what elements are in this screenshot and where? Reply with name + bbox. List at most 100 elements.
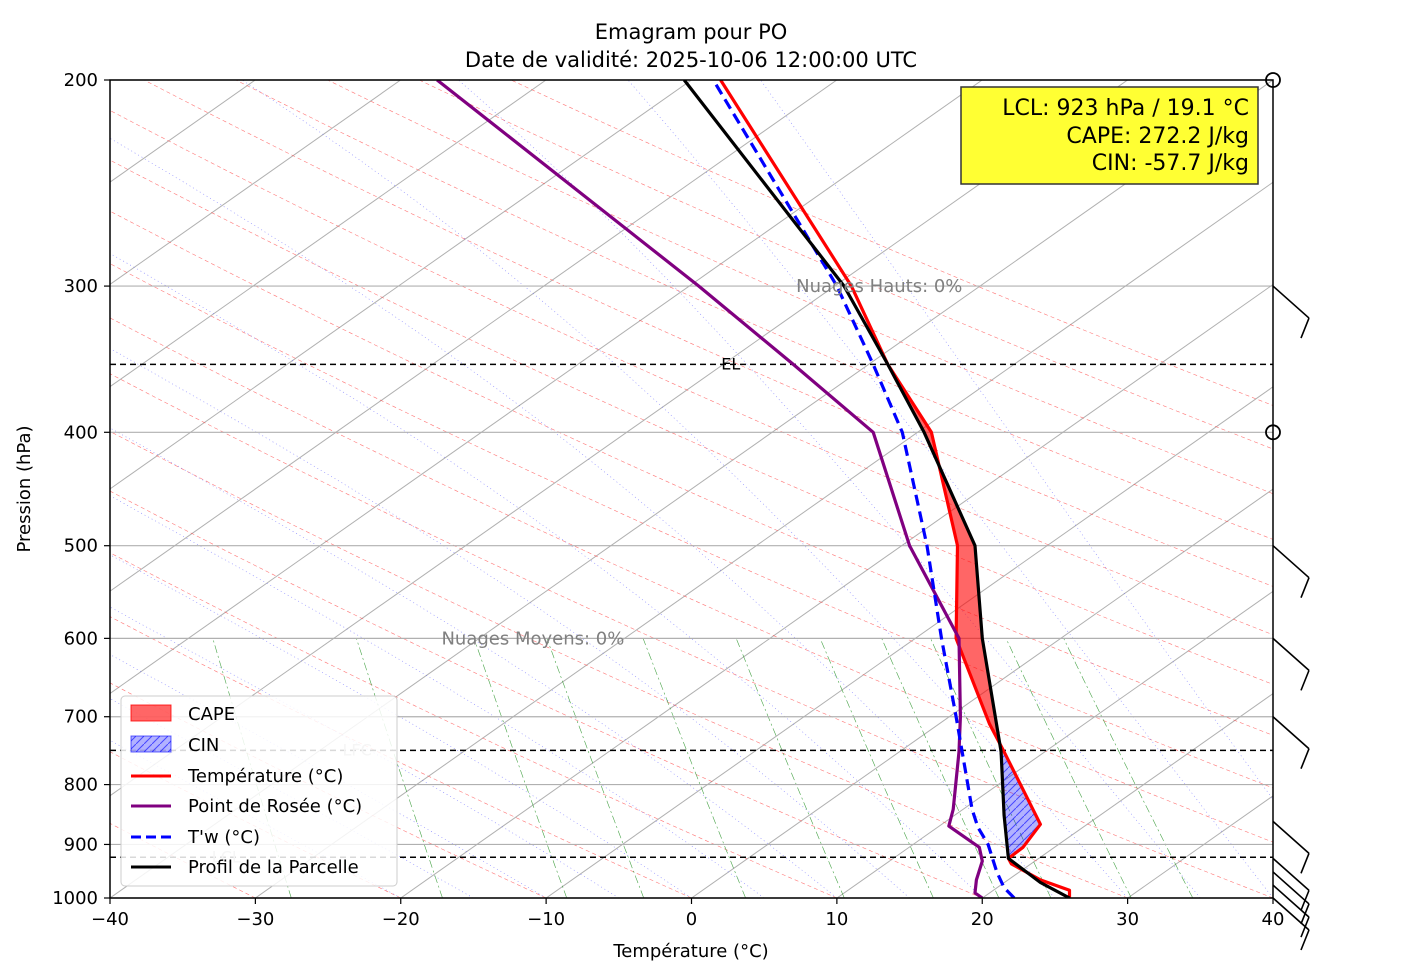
moist-adiabat-line bbox=[458, 80, 1201, 898]
wind-barb bbox=[1272, 897, 1310, 951]
wind-barb-staff bbox=[1272, 897, 1310, 931]
moist-adiabat-line bbox=[241, 80, 1128, 898]
isotherm-line bbox=[1127, 795, 1273, 898]
wind-barb-calm bbox=[1265, 424, 1281, 441]
wind-barb bbox=[1272, 637, 1310, 691]
legend-label-temperature: Température (°C) bbox=[187, 766, 343, 787]
x-axis-ticks: −40 −30 −20 −10 0 10 20 30 40 bbox=[91, 898, 1284, 930]
chart-subtitle: Date de validité: 2025-10-06 12:00:00 UT… bbox=[465, 48, 917, 72]
x-tick-label: −20 bbox=[382, 909, 420, 930]
mixing-ratio-line bbox=[473, 638, 567, 898]
y-tick-label: 1000 bbox=[52, 888, 98, 909]
profile-series bbox=[436, 80, 1072, 898]
dry-adiabat-line bbox=[110, 373, 1273, 898]
isotherm-line bbox=[1272, 897, 1273, 898]
legend-label-dewpoint: Point de Rosée (°C) bbox=[188, 796, 362, 817]
x-tick-label: 10 bbox=[825, 909, 848, 930]
level-label-el: EL bbox=[721, 354, 740, 373]
dry-adiabat-line bbox=[110, 110, 1273, 636]
y-axis-label: Pression (hPa) bbox=[14, 425, 35, 552]
wind-barb-staff bbox=[1272, 545, 1310, 579]
y-tick-label: 500 bbox=[64, 536, 98, 557]
dry-adiabat-line bbox=[235, 80, 1273, 540]
isotherm-line bbox=[110, 80, 838, 592]
wind-barb-staff bbox=[1272, 820, 1310, 854]
mixing-ratio-line bbox=[546, 638, 644, 898]
isotherm-line bbox=[400, 283, 1273, 898]
series-line-0 bbox=[719, 80, 1072, 898]
wind-barb-flag bbox=[1300, 317, 1310, 339]
wind-barb-flag bbox=[1300, 670, 1310, 691]
cloud-label-0: Nuages Hauts: 0% bbox=[796, 276, 962, 297]
x-tick-label: −30 bbox=[236, 909, 274, 930]
series-line-3 bbox=[682, 80, 1071, 898]
mixing-ratio-line bbox=[1063, 638, 1194, 898]
info-cape: CAPE: 272.2 J/kg bbox=[1066, 124, 1249, 149]
chart-title: Emagram pour PO bbox=[595, 20, 788, 44]
legend: CAPE CIN Température (°C) Point de Rosée… bbox=[120, 695, 398, 887]
wind-barb-flag bbox=[1300, 853, 1310, 874]
wind-barb-staff bbox=[1272, 637, 1310, 671]
x-tick-label: 30 bbox=[1116, 909, 1139, 930]
info-cin: CIN: -57.7 J/kg bbox=[1092, 151, 1249, 176]
y-tick-label: 400 bbox=[64, 422, 98, 443]
mixing-ratio-line bbox=[1005, 638, 1132, 898]
wind-barb bbox=[1272, 716, 1310, 770]
x-tick-label: −10 bbox=[527, 909, 565, 930]
mixing-ratio-line bbox=[930, 638, 1052, 898]
dry-adiabat-line bbox=[110, 210, 1273, 736]
y-tick-label: 900 bbox=[64, 834, 98, 855]
y-axis-ticks: 1000 900 800 700 600 500 400 300 200 bbox=[52, 70, 110, 909]
wind-barb-flag bbox=[1300, 748, 1310, 770]
legend-label-cin: CIN bbox=[188, 735, 219, 756]
y-tick-label: 700 bbox=[64, 707, 98, 728]
moist-adiabat-line bbox=[110, 554, 692, 898]
wind-barb-staff bbox=[1272, 871, 1310, 905]
isotherm-line bbox=[982, 692, 1273, 898]
cloud-labels: Nuages Hauts: 0% Nuages Moyens: 0% bbox=[441, 276, 962, 649]
wind-barb bbox=[1272, 820, 1310, 874]
dry-adiabat-line bbox=[110, 490, 983, 898]
isotherm-line bbox=[691, 488, 1273, 898]
wind-barb-flag bbox=[1300, 929, 1310, 951]
mixing-ratio-line bbox=[735, 638, 845, 898]
wind-barb-staff bbox=[1272, 716, 1310, 750]
moist-adiabat-line bbox=[627, 80, 1273, 898]
legend-swatch-cape bbox=[130, 704, 172, 722]
wind-barb-flag bbox=[1300, 577, 1310, 599]
wind-barb-staff bbox=[1272, 285, 1310, 319]
wind-barb bbox=[1272, 285, 1310, 339]
legend-label-cape: CAPE bbox=[188, 704, 235, 725]
wind-barb-staff bbox=[1272, 857, 1310, 891]
isotherm-line bbox=[255, 181, 1273, 898]
isotherm-line bbox=[110, 80, 692, 490]
y-tick-label: 300 bbox=[64, 276, 98, 297]
x-tick-label: 20 bbox=[971, 909, 994, 930]
series-line-1 bbox=[436, 80, 984, 898]
x-axis-label: Température (°C) bbox=[612, 941, 768, 962]
x-tick-label: 40 bbox=[1262, 909, 1285, 930]
cin-area-hatch bbox=[1000, 750, 1041, 856]
wind-barb bbox=[1272, 545, 1310, 599]
isotherm-line bbox=[836, 590, 1273, 898]
y-tick-label: 600 bbox=[64, 628, 98, 649]
legend-label-wetbulb: T'w (°C) bbox=[187, 827, 260, 848]
legend-label-parcel: Profil de la Parcelle bbox=[188, 857, 359, 878]
isotherm-line bbox=[110, 80, 401, 286]
cape-cin-shading bbox=[887, 364, 1041, 856]
x-tick-label: 0 bbox=[686, 909, 697, 930]
series-line-2 bbox=[711, 80, 1016, 898]
wind-barb-calm bbox=[1265, 72, 1281, 88]
wind-barbs bbox=[1265, 72, 1310, 951]
info-lcl: LCL: 923 hPa / 19.1 °C bbox=[1002, 96, 1249, 121]
y-tick-label: 200 bbox=[64, 70, 98, 91]
isotherm-line bbox=[110, 80, 547, 388]
wind-barb-staff bbox=[1272, 884, 1310, 918]
x-tick-label: −40 bbox=[91, 909, 129, 930]
cloud-label-1: Nuages Moyens: 0% bbox=[441, 628, 624, 649]
y-tick-label: 800 bbox=[64, 775, 98, 796]
moist-adiabat-line bbox=[110, 137, 1056, 898]
isotherm-line bbox=[545, 386, 1273, 898]
dry-adiabat-line bbox=[327, 80, 1273, 495]
